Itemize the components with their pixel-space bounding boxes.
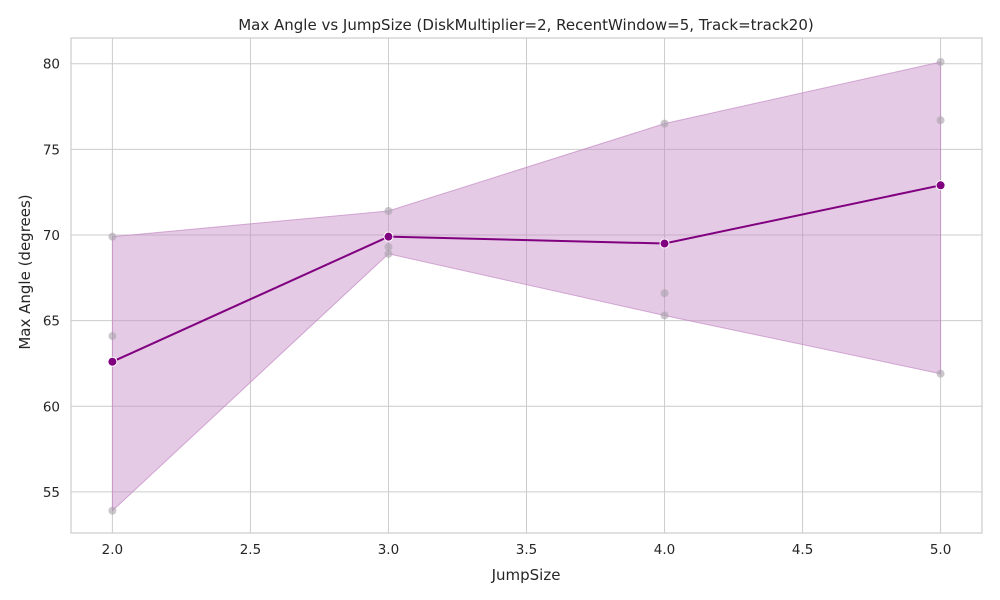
grid-lines [71,38,982,533]
raw-data-point [936,57,945,66]
raw-points-layer [108,57,945,515]
raw-data-point [384,206,393,215]
raw-data-point [108,232,117,241]
y-tick-label: 55 [43,485,60,501]
mean-point [935,180,946,191]
y-tick-label: 75 [43,142,60,158]
y-tick-label: 70 [43,228,60,244]
y-tick-label: 60 [43,399,60,415]
x-tick-label: 3.0 [378,542,399,558]
mean-point [383,231,394,242]
x-axis-label: JumpSize [491,566,561,584]
raw-data-point [384,249,393,258]
y-tick-label: 65 [43,314,60,330]
mean-point [107,356,118,367]
y-axis-label: Max Angle (degrees) [16,194,34,349]
raw-data-point [384,242,393,251]
raw-data-point [660,119,669,128]
plot-frame [70,37,983,534]
y-tick-label: 80 [43,57,60,73]
x-tick-label: 2.0 [102,542,123,558]
raw-data-point [936,369,945,378]
raw-data-point [660,311,669,320]
x-tick-label: 4.5 [792,542,813,558]
x-tick-label: 3.5 [516,542,537,558]
chart-title: Max Angle vs JumpSize (DiskMultiplier=2,… [238,16,814,34]
x-tick-label: 5.0 [930,542,951,558]
raw-data-point [660,289,669,298]
tick-labels: 2.0 2.5 3.0 3.5 4.0 4.5 5.0 55 60 65 70 75 80 [43,57,952,558]
mean-line [111,184,941,363]
raw-data-point [936,116,945,125]
x-tick-label: 4.0 [654,542,675,558]
raw-data-point [108,506,117,515]
raw-data-point [108,332,117,341]
mean-line-layer [107,180,946,367]
x-tick-label: 2.5 [240,542,261,558]
mean-point [659,238,670,249]
